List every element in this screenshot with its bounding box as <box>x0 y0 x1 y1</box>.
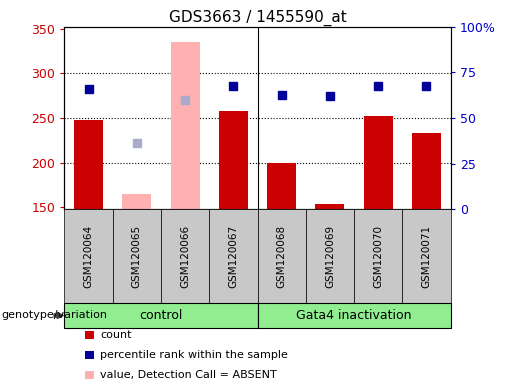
Text: GSM120065: GSM120065 <box>132 225 142 288</box>
Bar <box>170 42 200 209</box>
Text: Gata4 inactivation: Gata4 inactivation <box>296 309 412 322</box>
Text: GSM120068: GSM120068 <box>277 225 287 288</box>
Bar <box>364 116 392 209</box>
Text: GDS3663 / 1455590_at: GDS3663 / 1455590_at <box>168 10 347 26</box>
Bar <box>219 111 248 209</box>
Text: GSM120064: GSM120064 <box>83 225 94 288</box>
Text: percentile rank within the sample: percentile rank within the sample <box>100 350 288 360</box>
Text: GSM120067: GSM120067 <box>228 225 238 288</box>
Text: count: count <box>100 330 132 340</box>
Text: GSM120070: GSM120070 <box>373 225 383 288</box>
Bar <box>412 133 441 209</box>
Text: value, Detection Call = ABSENT: value, Detection Call = ABSENT <box>100 370 277 380</box>
Bar <box>267 163 296 209</box>
Text: GSM120069: GSM120069 <box>325 225 335 288</box>
Bar <box>315 204 345 209</box>
Text: GSM120071: GSM120071 <box>421 225 432 288</box>
Bar <box>123 194 151 209</box>
Text: GSM120066: GSM120066 <box>180 225 190 288</box>
Bar <box>74 120 103 209</box>
Text: control: control <box>139 309 183 322</box>
Text: genotype/variation: genotype/variation <box>1 310 107 321</box>
